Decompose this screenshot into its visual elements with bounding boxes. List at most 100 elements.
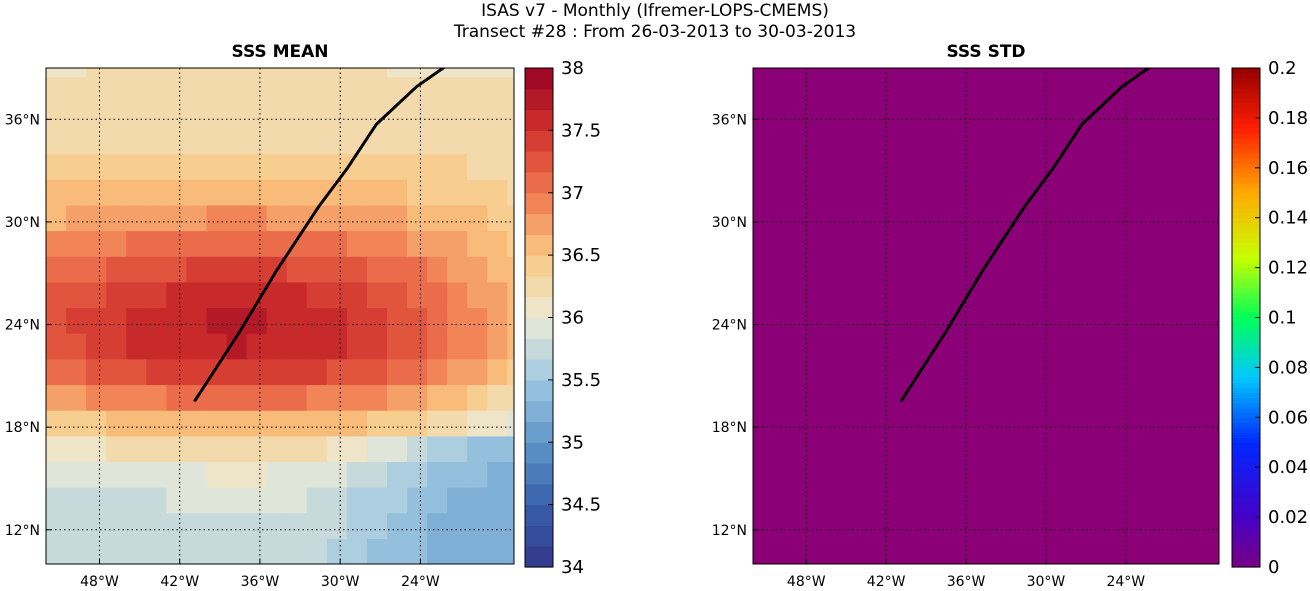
heatmap-cell [246,102,268,129]
heatmap-cell [166,307,187,334]
heatmap-cell [467,102,488,129]
colorbar-band [1232,352,1260,359]
colorbar-band [1232,417,1260,423]
heatmap-cell [306,68,328,78]
heatmap-cell [46,333,67,360]
heatmap-cell [186,153,208,180]
colorbar-band [1232,412,1260,418]
heatmap-cell [146,358,167,386]
heatmap-cell [206,538,228,564]
x-tick-label: 36°W [241,574,280,590]
heatmap-cell [427,230,448,257]
colorbar-band [1232,317,1260,324]
heatmap-cell [186,281,208,309]
heatmap-cell [326,461,348,488]
heatmap-cell [246,307,268,334]
heatmap-cell [467,76,488,103]
heatmap-cell [487,204,508,232]
heatmap-cell [286,333,308,360]
colorbar-band [1232,122,1260,129]
colorbar-tick-label: 0.18 [1268,108,1308,129]
heatmap-cell [66,256,87,283]
heatmap-cell [346,384,368,411]
x-tick-label: 42°W [867,574,906,590]
heatmap-cell [507,512,514,539]
heatmap-cell [126,307,147,334]
heatmap-cell [126,204,147,232]
heatmap-cell [186,307,208,334]
colorbar-band [1232,162,1260,169]
heatmap-cell [206,461,228,488]
heatmap-cell [427,384,448,411]
heatmap-cell [326,256,348,283]
heatmap-cell [487,68,508,78]
heatmap-cell [266,307,288,334]
heatmap-cell [366,435,388,462]
colorbar-band [1232,397,1260,403]
heatmap-cell [487,307,508,334]
sss-mean-heatmap [46,68,514,564]
heatmap-cell [447,204,468,232]
sss-std-colorbar-ticks: 0 0.02 0.04 0.06 0.08 0.1 0.12 0.14 0.16 0.18 0.2 [1255,58,1308,578]
heatmap-cell [387,358,408,386]
heatmap-cell [427,538,448,564]
sss-std-axes-frame [752,67,1220,565]
heatmap-cell [206,127,228,155]
heatmap-cell [46,102,67,129]
heatmap-cell [487,512,508,539]
heatmap-cell [467,435,488,462]
colorbar-band [1232,387,1260,393]
colorbar-band [1232,167,1260,174]
colorbar-band [1232,532,1260,538]
heatmap-cell [106,256,127,283]
sss-std-ticks: 48°W 42°W 36°W 30°W 24°W 12°N 18°N 24°N 30°N 36°N [712,112,1146,590]
heatmap-cell [226,179,248,206]
x-tick-label: 36°W [947,574,986,590]
colorbar-tick-label: 0.14 [1268,208,1308,229]
heatmap-cell [266,358,288,386]
heatmap-cell [126,333,147,360]
heatmap-cell [86,307,107,334]
heatmap-cell [427,153,448,180]
colorbar-band [525,442,553,464]
heatmap-cell [106,538,127,564]
colorbar-band [1232,177,1260,184]
heatmap-cell [507,461,514,488]
heatmap-cell [427,102,448,129]
colorbar-tick-label: 0.1 [1268,308,1297,329]
heatmap-cell [206,230,228,257]
heatmap-cell [86,358,107,386]
sss-std-transect-line [899,68,1152,403]
heatmap-cell [326,333,348,360]
heatmap-cell [286,102,308,129]
colorbar-tick-label: 37.5 [561,120,601,141]
colorbar-band [1232,152,1260,159]
heatmap-cell [86,281,107,309]
heatmap-cell [387,76,408,103]
heatmap-cell [387,153,408,180]
heatmap-cell [146,153,167,180]
heatmap-cell [467,384,488,411]
heatmap-cell [86,435,107,462]
colorbar-band [1232,77,1260,84]
heatmap-cell [286,358,308,386]
heatmap-cell [66,538,87,564]
heatmap-cell [146,333,167,360]
heatmap-cell [387,487,408,514]
heatmap-cell [266,538,288,564]
heatmap-cell [387,179,408,206]
heatmap-cell [286,281,308,309]
heatmap-cell [266,68,288,78]
heatmap-cell [306,204,328,232]
colorbar-band [1232,237,1260,244]
colorbar-band [1232,197,1260,204]
heatmap-cell [226,76,248,103]
colorbar-band [1232,82,1260,89]
heatmap-cell [507,384,514,411]
heatmap-cell [66,333,87,360]
heatmap-cell [427,127,448,155]
colorbar-band [1232,507,1260,513]
colorbar-band [1232,257,1260,264]
colorbar-band [1232,262,1260,269]
heatmap-cell [286,410,308,437]
